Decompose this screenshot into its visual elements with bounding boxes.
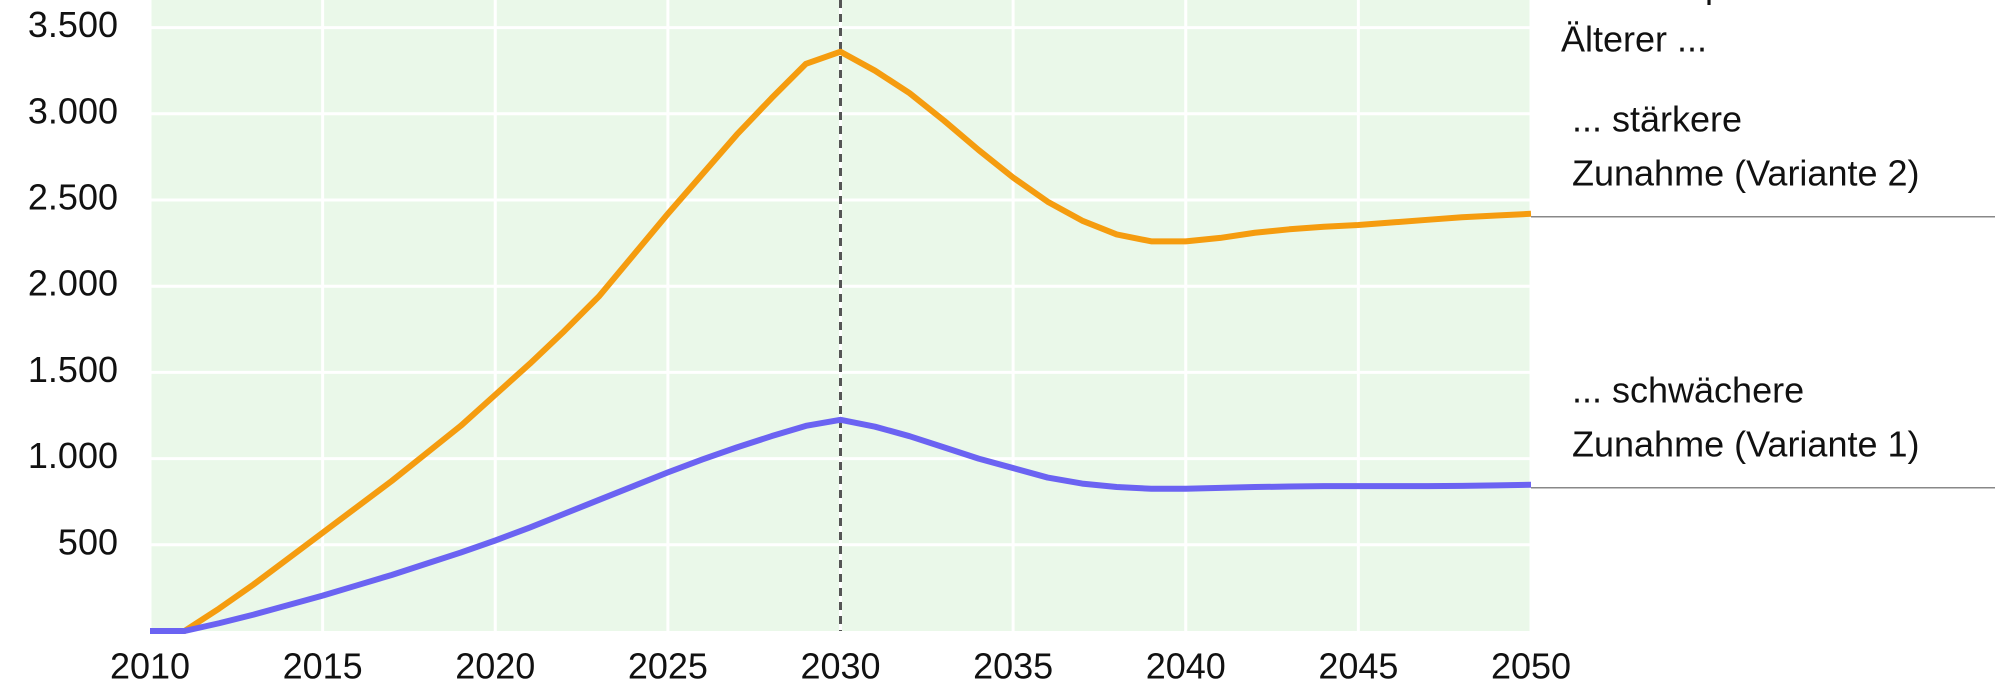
y-tick-label: 3.500: [28, 4, 118, 45]
y-tick-label: 2.000: [28, 263, 118, 304]
x-tick-label: 2015: [283, 646, 363, 686]
x-tick-label: 2010: [110, 646, 190, 686]
series-line: [150, 416, 1532, 634]
x-tick-label: 2020: [455, 646, 535, 686]
series-line: [150, 48, 1532, 634]
y-tick-label: 500: [58, 521, 118, 562]
annotation: Erwerbsquoten: [1561, 0, 1803, 6]
annotation: Älterer ...: [1561, 19, 1707, 60]
x-tick-label: 2040: [1146, 646, 1226, 686]
series-label: Zunahme (Variante 1): [1572, 423, 1920, 464]
series-label: Zunahme (Variante 2): [1572, 152, 1920, 193]
x-tick-label: 2035: [973, 646, 1053, 686]
y-tick-label: 1.500: [28, 349, 118, 390]
y-tick-label: 2.500: [28, 177, 118, 218]
x-tick-label: 2045: [1318, 646, 1398, 686]
y-tick-label: 3.000: [28, 90, 118, 131]
y-tick-label: 1.000: [28, 435, 118, 476]
series-label: ... schwächere: [1572, 369, 1804, 410]
series-label: ... stärkere: [1572, 98, 1742, 139]
x-tick-label: 2025: [628, 646, 708, 686]
x-tick-label: 2030: [800, 646, 880, 686]
x-tick-label: 2050: [1491, 646, 1571, 686]
